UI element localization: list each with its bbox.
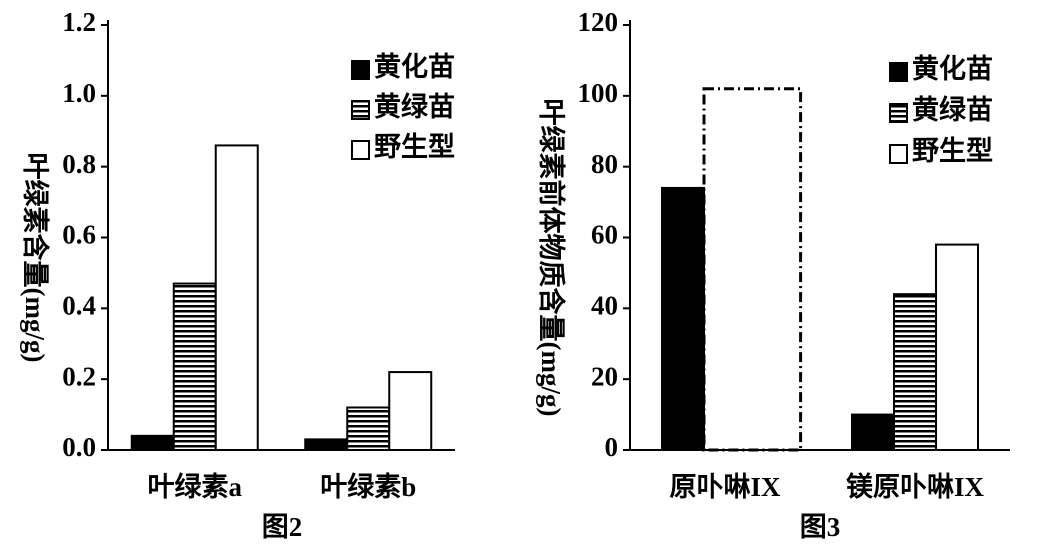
bar [893,293,937,451]
y-tick-label: 0.0 [62,432,96,462]
bar [935,243,979,451]
bar [702,87,803,452]
x-tick-label: 叶绿素a [148,472,243,502]
bar [661,186,705,452]
legend-swatch [889,62,908,82]
legend-swatch [351,60,370,80]
legend-swatch [889,144,908,164]
y-tick-label: 80 [591,149,618,179]
legend-label: 黄绿苗 [374,92,455,122]
legend-swatch [351,100,370,120]
y-tick-label: 0.8 [62,149,96,179]
caption: 图2 [262,512,303,542]
y-tick-label: 1.2 [62,7,96,37]
bar [851,413,895,452]
y-tick-label: 100 [578,78,619,108]
legend-label: 黄化苗 [912,54,993,84]
y-axis-label: 叶绿素含量(mg/g) [20,153,51,363]
legend-label: 野生型 [912,136,993,166]
y-axis-label: 叶绿素前体物质含量(mg/g) [536,99,567,417]
y-tick-label: 1.0 [62,78,96,108]
caption: 图3 [800,512,841,542]
y-tick-label: 0.2 [62,361,96,391]
bar [346,406,391,451]
y-tick-label: 0.6 [62,220,96,250]
x-tick-label: 原卟啉IX [669,472,781,502]
legend-swatch [351,140,370,160]
x-tick-label: 镁原卟啉IX [846,472,985,502]
bar [214,144,259,452]
legend-swatch [889,103,908,123]
bar [172,282,217,451]
y-tick-label: 0 [605,432,619,462]
x-tick-label: 叶绿素b [320,472,416,502]
y-tick-label: 0.4 [62,291,96,321]
y-tick-label: 20 [591,361,618,391]
legend-label: 黄化苗 [374,52,455,82]
legend-label: 黄绿苗 [912,95,993,125]
bar [130,434,175,452]
y-tick-label: 120 [578,7,619,37]
bar [304,438,349,451]
y-tick-label: 40 [591,291,618,321]
bar [388,371,433,452]
y-tick-label: 60 [591,220,618,250]
legend-label: 野生型 [374,132,455,162]
